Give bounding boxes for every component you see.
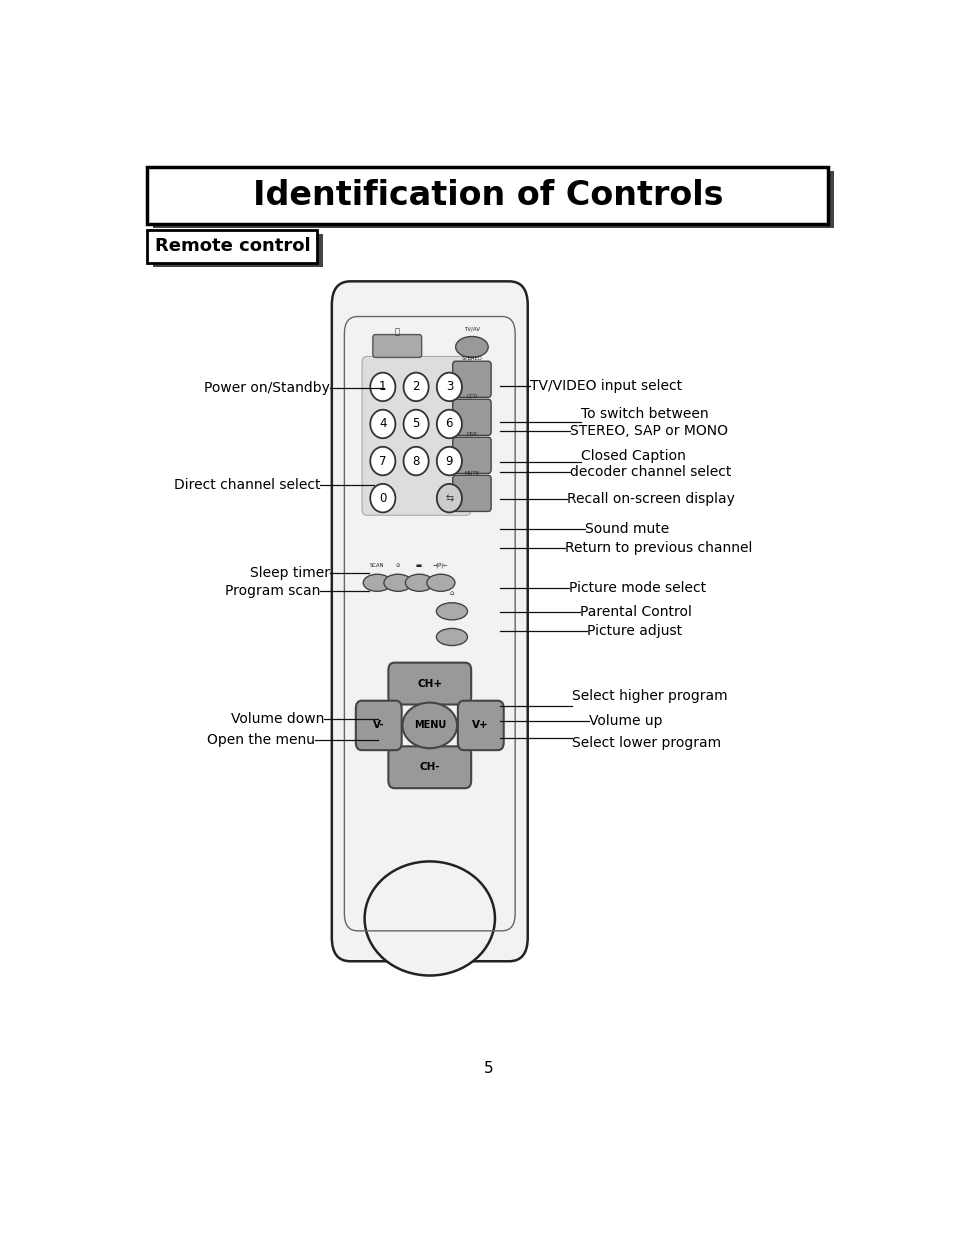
Text: MENU: MENU [414,720,445,730]
Text: 0: 0 [378,492,386,505]
FancyBboxPatch shape [457,700,503,750]
Text: STEREO, SAP or MONO: STEREO, SAP or MONO [569,424,727,437]
Text: 3: 3 [445,380,453,394]
Text: CH+: CH+ [416,678,442,689]
FancyBboxPatch shape [147,230,317,263]
Ellipse shape [364,862,495,976]
FancyBboxPatch shape [332,282,527,961]
Text: ⊙: ⊙ [395,563,399,568]
FancyBboxPatch shape [373,335,421,357]
Text: TV/VIDEO input select: TV/VIDEO input select [529,379,681,393]
FancyBboxPatch shape [153,233,323,267]
FancyBboxPatch shape [453,437,491,473]
Text: Return to previous channel: Return to previous channel [564,541,752,555]
Text: →|P|←: →|P|← [433,562,448,568]
FancyBboxPatch shape [147,167,827,225]
Ellipse shape [426,574,455,592]
Ellipse shape [436,373,461,401]
Text: 6: 6 [445,417,453,431]
Text: Select higher program: Select higher program [572,689,727,703]
Ellipse shape [436,484,461,513]
Ellipse shape [363,574,391,592]
Text: Direct channel select: Direct channel select [173,478,320,492]
Text: Parental Control: Parental Control [579,605,691,619]
Text: STEREO: STEREO [461,356,482,361]
Ellipse shape [403,410,428,438]
FancyBboxPatch shape [388,663,471,704]
Ellipse shape [436,410,461,438]
Text: decoder channel select: decoder channel select [569,466,730,479]
Ellipse shape [383,574,412,592]
Text: 7: 7 [378,454,386,468]
Ellipse shape [403,373,428,401]
Text: ⇆: ⇆ [445,493,453,503]
Text: V+: V+ [472,720,489,730]
Text: ⌂: ⌂ [449,590,454,597]
Text: To switch between: To switch between [580,408,708,421]
Ellipse shape [403,447,428,475]
Text: Power on/Standby: Power on/Standby [204,380,330,395]
Ellipse shape [436,603,467,620]
Text: Volume up: Volume up [588,714,661,727]
FancyBboxPatch shape [388,746,471,788]
Text: 9: 9 [445,454,453,468]
Ellipse shape [370,373,395,401]
Ellipse shape [370,484,395,513]
Text: 1: 1 [378,380,386,394]
Text: ▪▪: ▪▪ [416,563,422,568]
Text: DSP: DSP [466,432,476,437]
Text: 2: 2 [412,380,419,394]
Text: TV/AV: TV/AV [463,327,479,332]
Text: Remote control: Remote control [154,237,310,256]
Text: Sleep timer: Sleep timer [250,567,330,580]
Text: V-: V- [373,720,384,730]
Text: 5: 5 [412,417,419,431]
Text: Recall on-screen display: Recall on-screen display [566,492,734,506]
Text: CH-: CH- [419,762,439,772]
Text: Identification of Controls: Identification of Controls [253,179,722,212]
Text: Open the menu: Open the menu [207,732,314,747]
Ellipse shape [436,629,467,646]
FancyBboxPatch shape [453,399,491,436]
Text: Volume down: Volume down [231,711,324,726]
Text: CCD: CCD [466,394,477,399]
Text: MUTE: MUTE [464,472,478,477]
Ellipse shape [456,336,488,357]
Ellipse shape [436,447,461,475]
FancyBboxPatch shape [453,475,491,511]
Text: Sound mute: Sound mute [584,521,669,536]
Text: Picture mode select: Picture mode select [568,580,705,594]
Text: Picture adjust: Picture adjust [587,624,681,638]
FancyBboxPatch shape [453,361,491,398]
Ellipse shape [405,574,433,592]
FancyBboxPatch shape [355,700,401,750]
Text: 5: 5 [483,1061,494,1076]
Text: ⏻: ⏻ [395,327,399,336]
Text: Select lower program: Select lower program [572,736,720,751]
FancyBboxPatch shape [153,170,833,228]
Text: 4: 4 [378,417,386,431]
Text: Closed Caption: Closed Caption [580,450,685,463]
Ellipse shape [402,703,456,748]
Text: Program scan: Program scan [225,584,320,598]
Ellipse shape [370,447,395,475]
Text: SCAN: SCAN [370,563,384,568]
Text: 8: 8 [412,454,419,468]
Ellipse shape [370,410,395,438]
FancyBboxPatch shape [362,357,471,515]
